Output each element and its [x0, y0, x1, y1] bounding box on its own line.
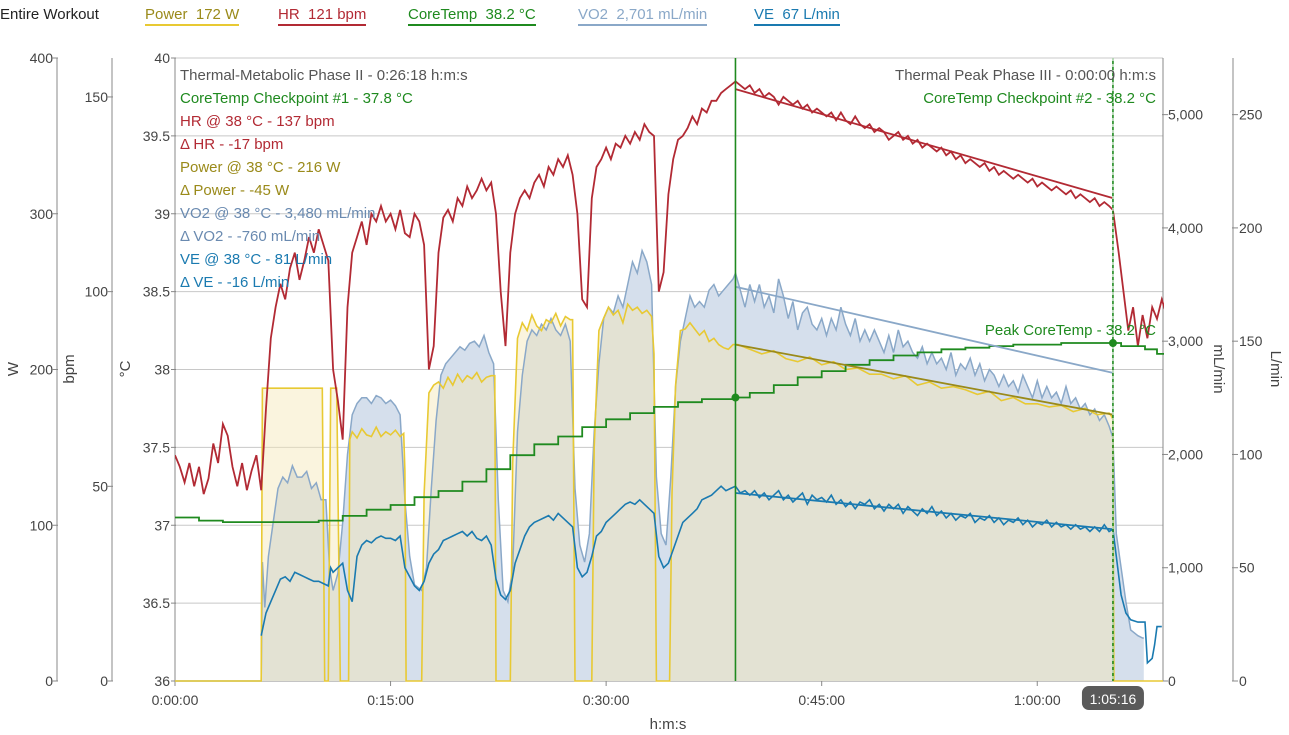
y-tick-vo2: 5,000: [1168, 107, 1203, 123]
ve-line: [260, 485, 1162, 665]
trendline-ve: [735, 492, 1114, 531]
legend-item-vo2[interactable]: VO2 2,701 mL/min: [578, 6, 708, 26]
x-axis-label: h:m:s: [650, 716, 687, 733]
legend-coretemp-label: CoreTemp: [408, 6, 478, 23]
coretemp-checkpoint-dot: [1108, 339, 1117, 348]
y-tick-ve: 250: [1239, 107, 1263, 123]
trendline-vo2: [735, 285, 1114, 374]
y-tick-hr: 100: [85, 284, 109, 300]
cursor-badge-bg: [1081, 686, 1144, 710]
y-tick-hr: 50: [92, 478, 108, 494]
y-axis-label-coretemp: °C: [117, 360, 134, 377]
legend-bar: Entire Workout Power 172 W HR 121 bpm Co…: [0, 0, 1289, 34]
legend-item-coretemp[interactable]: CoreTemp 38.2 °C: [408, 6, 536, 26]
power-line: [175, 302, 1163, 682]
annotation-left: CoreTemp Checkpoint #1 - 37.8 °C: [180, 90, 413, 107]
x-tick-label: 0:45:00: [798, 692, 845, 708]
y-tick-vo2: 3,000: [1168, 333, 1203, 349]
legend-coretemp-value: 38.2 °C: [485, 6, 536, 23]
y-axis-label-ve: L/min: [1267, 351, 1284, 388]
y-tick-ve: 200: [1239, 220, 1263, 236]
legend-power-label: Power: [145, 6, 188, 23]
legend-vo2-value: 2,701 mL/min: [616, 6, 708, 23]
legend-item-power[interactable]: Power 172 W: [145, 6, 240, 26]
annotation-left: Δ HR - -17 bpm: [180, 136, 283, 153]
x-tick-label: 0:00:00: [152, 692, 199, 708]
y-tick-vo2: 1,000: [1168, 560, 1203, 576]
y-tick-power: 400: [30, 50, 54, 66]
vo2-line: [175, 248, 1144, 682]
y-tick-ve: 50: [1239, 560, 1255, 576]
y-axis-label-vo2: mL/min: [1210, 344, 1227, 393]
power-area: [175, 304, 1163, 681]
annotation-left: Thermal-Metabolic Phase II - 0:26:18 h:m…: [180, 67, 468, 84]
legend-hr-label: HR: [278, 6, 300, 23]
y-tick-ve: 100: [1239, 446, 1263, 462]
legend-hr-value: 121 bpm: [308, 6, 367, 23]
legend-item-hr[interactable]: HR 121 bpm: [278, 6, 367, 26]
y-tick-vo2: 4,000: [1168, 220, 1203, 236]
y-tick-power: 300: [30, 206, 54, 222]
annotation-left: VE @ 38 °C - 81 L/min: [180, 251, 332, 268]
legend-ve-value: 67 L/min: [782, 6, 840, 23]
coretemp-line: [175, 342, 1164, 523]
trendline-hr: [735, 88, 1114, 200]
annotation-left: Δ VE - -16 L/min: [180, 274, 289, 291]
y-tick-ve: 150: [1239, 333, 1263, 349]
y-tick-coretemp: 39.5: [143, 128, 170, 144]
annotation-left: VO2 @ 38 °C - 3,480 mL/min: [180, 205, 375, 222]
trendline-power: [735, 343, 1114, 416]
annotation-left: Δ VO2 - -760 mL/min: [180, 228, 320, 245]
legend-vo2-label: VO2: [578, 6, 609, 23]
annotation-left: Power @ 38 °C - 216 W: [180, 159, 341, 176]
y-tick-coretemp: 39: [154, 206, 170, 222]
y-tick-coretemp: 38.5: [143, 284, 170, 300]
annotation-left: Δ Power - -45 W: [180, 182, 290, 199]
legend-scope-label[interactable]: Entire Workout: [0, 6, 99, 23]
y-tick-ve: 0: [1239, 673, 1247, 689]
x-tick-label: 1:00:00: [1014, 692, 1061, 708]
coretemp-checkpoint-dot: [731, 393, 740, 402]
y-axis-label-hr: bpm: [61, 354, 78, 383]
annotation-right: Thermal Peak Phase III - 0:00:00 h:m:s: [895, 67, 1156, 84]
y-tick-coretemp: 40: [154, 50, 170, 66]
hr-line: [175, 80, 1164, 495]
vo2-area: [175, 250, 1144, 681]
plot-area: [175, 58, 1164, 682]
y-tick-coretemp: 37: [154, 517, 170, 533]
peak-coretemp-label: Peak CoreTemp - 38.2 °C: [985, 322, 1156, 339]
y-tick-hr: 150: [85, 89, 109, 105]
y-tick-vo2: 2,000: [1168, 446, 1203, 462]
legend-item-ve[interactable]: VE 67 L/min: [754, 6, 840, 26]
cursor-time-badge[interactable]: 1:05:16: [1081, 686, 1144, 710]
y-tick-power: 200: [30, 362, 54, 378]
legend-ve-label: VE: [754, 6, 775, 23]
y-tick-vo2: 0: [1168, 673, 1176, 689]
x-tick-label: 0:30:00: [583, 692, 630, 708]
y-axis-label-power: W: [5, 361, 22, 376]
legend-power-value: 172 W: [195, 6, 240, 23]
x-tick-label: 0:15:00: [367, 692, 414, 708]
y-tick-hr: 0: [100, 673, 108, 689]
y-tick-coretemp: 37.5: [143, 439, 170, 455]
y-tick-power: 100: [30, 517, 54, 533]
y-tick-coretemp: 36: [154, 673, 170, 689]
y-tick-coretemp: 38: [154, 362, 170, 378]
annotation-left: HR @ 38 °C - 137 bpm: [180, 113, 335, 130]
y-tick-coretemp: 36.5: [143, 595, 170, 611]
y-tick-power: 0: [45, 673, 53, 689]
annotation-right: CoreTemp Checkpoint #2 - 38.2 °C: [923, 90, 1156, 107]
cursor-badge-label: 1:05:16: [1090, 691, 1137, 707]
